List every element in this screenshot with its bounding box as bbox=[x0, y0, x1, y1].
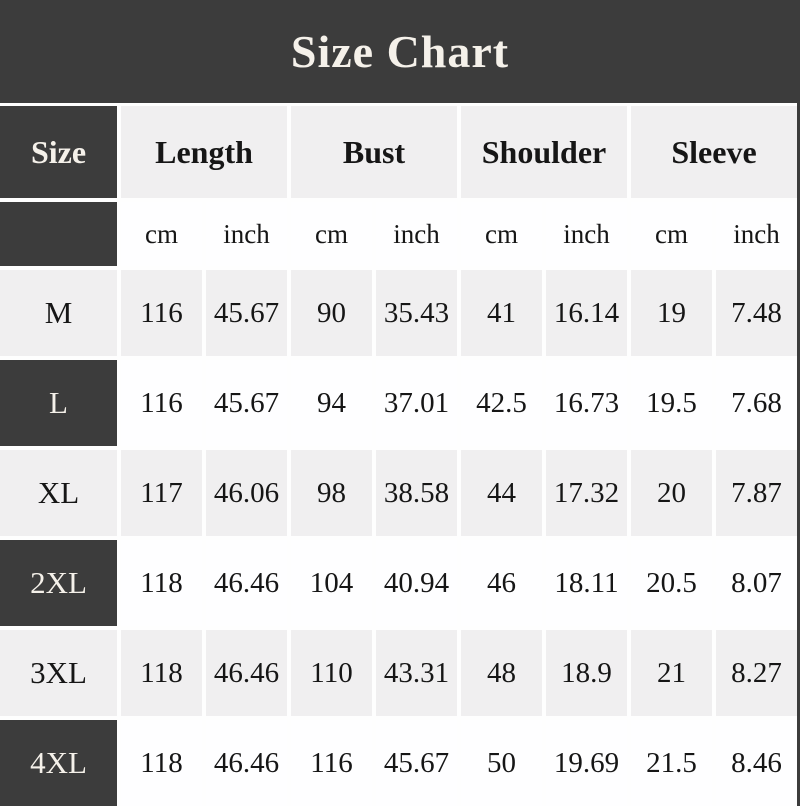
cell-3xl-shoulder-inch: 18.9 bbox=[546, 630, 627, 716]
cell-3xl-length-inch: 46.46 bbox=[206, 630, 287, 716]
cell-2xl-bust-cm: 104 bbox=[291, 540, 372, 626]
cell-xl-shoulder-cm: 44 bbox=[461, 450, 542, 536]
unit-header-spacer bbox=[0, 202, 117, 266]
unit-header-bust-inch: inch bbox=[376, 202, 457, 266]
cell-3xl-sleeve-inch: 8.27 bbox=[716, 630, 797, 716]
cell-4xl-length-inch: 46.46 bbox=[206, 720, 287, 806]
cell-2xl-length-inch: 46.46 bbox=[206, 540, 287, 626]
cell-3xl-length-cm: 118 bbox=[121, 630, 202, 716]
column-header-size: Size bbox=[0, 106, 117, 198]
cell-m-bust-cm: 90 bbox=[291, 270, 372, 356]
title-bar: Size Chart bbox=[0, 0, 800, 103]
unit-header-length-cm: cm bbox=[121, 202, 202, 266]
unit-header-sleeve-cm: cm bbox=[631, 202, 712, 266]
unit-header-shoulder-inch: inch bbox=[546, 202, 627, 266]
cell-4xl-length-cm: 118 bbox=[121, 720, 202, 806]
page-title: Size Chart bbox=[290, 26, 510, 77]
unit-header-sleeve-inch: inch bbox=[716, 202, 797, 266]
cell-2xl-bust-inch: 40.94 bbox=[376, 540, 457, 626]
cell-2xl-shoulder-cm: 46 bbox=[461, 540, 542, 626]
cell-xl-shoulder-inch: 17.32 bbox=[546, 450, 627, 536]
cell-4xl-shoulder-cm: 50 bbox=[461, 720, 542, 806]
size-label-m: M bbox=[0, 270, 117, 356]
cell-l-sleeve-cm: 19.5 bbox=[631, 360, 712, 446]
cell-m-shoulder-cm: 41 bbox=[461, 270, 542, 356]
cell-xl-sleeve-cm: 20 bbox=[631, 450, 712, 536]
cell-4xl-sleeve-cm: 21.5 bbox=[631, 720, 712, 806]
unit-header-shoulder-cm: cm bbox=[461, 202, 542, 266]
cell-2xl-sleeve-inch: 8.07 bbox=[716, 540, 797, 626]
cell-4xl-bust-cm: 116 bbox=[291, 720, 372, 806]
cell-m-shoulder-inch: 16.14 bbox=[546, 270, 627, 356]
cell-3xl-bust-cm: 110 bbox=[291, 630, 372, 716]
cell-m-length-inch: 45.67 bbox=[206, 270, 287, 356]
cell-xl-length-inch: 46.06 bbox=[206, 450, 287, 536]
size-label-l: L bbox=[0, 360, 117, 446]
cell-xl-sleeve-inch: 7.87 bbox=[716, 450, 797, 536]
column-header-shoulder: Shoulder bbox=[461, 106, 627, 198]
cell-l-bust-inch: 37.01 bbox=[376, 360, 457, 446]
cell-l-length-inch: 45.67 bbox=[206, 360, 287, 446]
size-label-4xl: 4XL bbox=[0, 720, 117, 806]
cell-l-shoulder-inch: 16.73 bbox=[546, 360, 627, 446]
cell-m-bust-inch: 35.43 bbox=[376, 270, 457, 356]
cell-2xl-shoulder-inch: 18.11 bbox=[546, 540, 627, 626]
size-label-xl: XL bbox=[0, 450, 117, 536]
cell-4xl-bust-inch: 45.67 bbox=[376, 720, 457, 806]
cell-xl-length-cm: 117 bbox=[121, 450, 202, 536]
column-header-length: Length bbox=[121, 106, 287, 198]
cell-3xl-shoulder-cm: 48 bbox=[461, 630, 542, 716]
cell-3xl-sleeve-cm: 21 bbox=[631, 630, 712, 716]
cell-m-sleeve-cm: 19 bbox=[631, 270, 712, 356]
cell-l-bust-cm: 94 bbox=[291, 360, 372, 446]
cell-4xl-shoulder-inch: 19.69 bbox=[546, 720, 627, 806]
cell-2xl-sleeve-cm: 20.5 bbox=[631, 540, 712, 626]
cell-3xl-bust-inch: 43.31 bbox=[376, 630, 457, 716]
cell-l-length-cm: 116 bbox=[121, 360, 202, 446]
cell-l-sleeve-inch: 7.68 bbox=[716, 360, 797, 446]
size-label-2xl: 2XL bbox=[0, 540, 117, 626]
cell-m-sleeve-inch: 7.48 bbox=[716, 270, 797, 356]
column-header-bust: Bust bbox=[291, 106, 457, 198]
cell-xl-bust-cm: 98 bbox=[291, 450, 372, 536]
size-chart-table: Size Length Bust Shoulder Sleeve cm inch… bbox=[0, 103, 797, 806]
size-label-3xl: 3XL bbox=[0, 630, 117, 716]
cell-2xl-length-cm: 118 bbox=[121, 540, 202, 626]
column-header-sleeve: Sleeve bbox=[631, 106, 797, 198]
unit-header-length-inch: inch bbox=[206, 202, 287, 266]
cell-4xl-sleeve-inch: 8.46 bbox=[716, 720, 797, 806]
cell-xl-bust-inch: 38.58 bbox=[376, 450, 457, 536]
cell-m-length-cm: 116 bbox=[121, 270, 202, 356]
unit-header-bust-cm: cm bbox=[291, 202, 372, 266]
cell-l-shoulder-cm: 42.5 bbox=[461, 360, 542, 446]
